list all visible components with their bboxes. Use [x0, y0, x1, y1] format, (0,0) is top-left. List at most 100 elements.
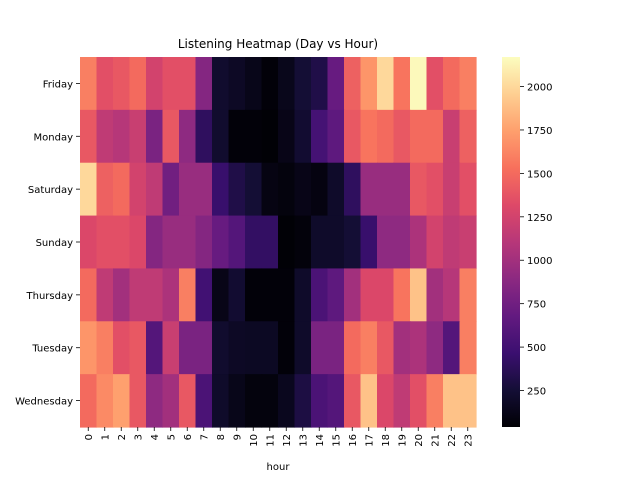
heatmap-cell: [393, 374, 411, 428]
chart-title: Listening Heatmap (Day vs Hour): [178, 37, 378, 51]
heatmap-cell: [344, 162, 362, 217]
heatmap-cell: [377, 162, 395, 217]
y-tick-label: Friday: [43, 79, 73, 90]
heatmap-cell: [410, 321, 428, 375]
colorbar-tick-label: 1000: [527, 256, 552, 267]
x-tick-label: 4: [150, 434, 161, 440]
heatmap-cell: [311, 109, 329, 164]
heatmap-cell: [294, 321, 312, 375]
heatmap-cell: [294, 215, 312, 270]
heatmap-cell: [261, 109, 279, 164]
heatmap-cell: [426, 162, 444, 217]
heatmap-cell: [410, 374, 428, 428]
heatmap-cell: [113, 215, 131, 270]
x-tick-label: 6: [183, 434, 194, 440]
heatmap-cell: [195, 268, 213, 322]
heatmap-cell: [212, 57, 230, 111]
heatmap-cell: [261, 321, 279, 375]
heatmap-cell: [129, 57, 147, 111]
colorbar: [502, 57, 520, 427]
heatmap-cell: [162, 321, 180, 375]
heatmap-cell: [426, 374, 444, 428]
heatmap-cell: [278, 162, 296, 217]
heatmap-cell: [96, 215, 114, 270]
heatmap-cell: [393, 162, 411, 217]
heatmap-cell: [261, 374, 279, 428]
heatmap-cell: [360, 215, 378, 270]
heatmap-cell: [344, 268, 362, 322]
colorbar-tick-label: 500: [527, 343, 546, 354]
heatmap-cell: [278, 57, 296, 111]
heatmap-cell: [360, 162, 378, 217]
heatmap-cell: [410, 215, 428, 270]
heatmap-cell: [311, 57, 329, 111]
heatmap-cell: [129, 321, 147, 375]
heatmap-cell: [278, 321, 296, 375]
heatmap-cell: [278, 268, 296, 322]
y-axis-ticks: Friday Monday Saturday Sunday Thursday Tuesda…: [15, 79, 80, 408]
heatmap-cell: [162, 109, 180, 164]
heatmap-cell: [113, 268, 131, 322]
heatmap-cell: [245, 374, 263, 428]
heatmap-cell: [360, 321, 378, 375]
heatmap-cell: [245, 57, 263, 111]
x-tick-label: 13: [298, 434, 309, 447]
heatmap-cell: [327, 321, 345, 375]
y-tick-label: Monday: [34, 132, 74, 143]
heatmap-cell: [245, 321, 263, 375]
heatmap-cell: [113, 162, 131, 217]
heatmap-cell: [96, 57, 114, 111]
heatmap-cell: [179, 268, 197, 322]
x-tick-label: 12: [282, 434, 293, 447]
heatmap-cell: [278, 109, 296, 164]
heatmap-cell: [311, 215, 329, 270]
heatmap-cell: [294, 57, 312, 111]
heatmap-cell: [179, 57, 197, 111]
heatmap-cell: [245, 268, 263, 322]
heatmap-cell: [311, 374, 329, 428]
heatmap-cell: [327, 57, 345, 111]
heatmap-cell: [228, 321, 246, 375]
heatmap-cell: [228, 374, 246, 428]
heatmap-cell: [96, 374, 114, 428]
x-tick-label: 2: [117, 434, 128, 440]
heatmap-cell: [146, 57, 164, 111]
heatmap-cell: [212, 374, 230, 428]
heatmap-cell: [146, 268, 164, 322]
heatmap-cell: [228, 57, 246, 111]
heatmap-cell: [443, 162, 461, 217]
heatmap-cell: [96, 162, 114, 217]
x-tick-label: 19: [397, 434, 408, 447]
heatmap-cell: [443, 109, 461, 164]
heatmap-cell: [228, 268, 246, 322]
heatmap-cell: [443, 268, 461, 322]
x-tick-label: 1: [100, 434, 111, 440]
heatmap-cell: [261, 57, 279, 111]
heatmap-cell: [245, 162, 263, 217]
heatmap-cell: [294, 374, 312, 428]
heatmap-cell: [212, 321, 230, 375]
heatmap-cell: [195, 109, 213, 164]
x-tick-label: 20: [414, 434, 425, 447]
heatmap-cell: [294, 109, 312, 164]
heatmap-cell: [426, 321, 444, 375]
heatmap-cell: [80, 109, 98, 164]
heatmap-cell: [195, 321, 213, 375]
heatmap-cell: [393, 268, 411, 322]
heatmap-cell: [179, 321, 197, 375]
heatmap-cell: [129, 268, 147, 322]
heatmap-cell: [459, 57, 477, 111]
heatmap-cell: [195, 57, 213, 111]
heatmap-cell: [179, 162, 197, 217]
heatmap-cell: [443, 57, 461, 111]
x-tick-label: 18: [381, 434, 392, 447]
x-tick-label: 5: [166, 434, 177, 440]
heatmap-cell: [410, 57, 428, 111]
heatmap-cell: [278, 215, 296, 270]
x-tick-label: 3: [133, 434, 144, 440]
heatmap-cell: [162, 268, 180, 322]
heatmap-cell: [327, 162, 345, 217]
heatmap-cell: [245, 109, 263, 164]
heatmap-cell: [459, 321, 477, 375]
heatmap-cell: [80, 215, 98, 270]
